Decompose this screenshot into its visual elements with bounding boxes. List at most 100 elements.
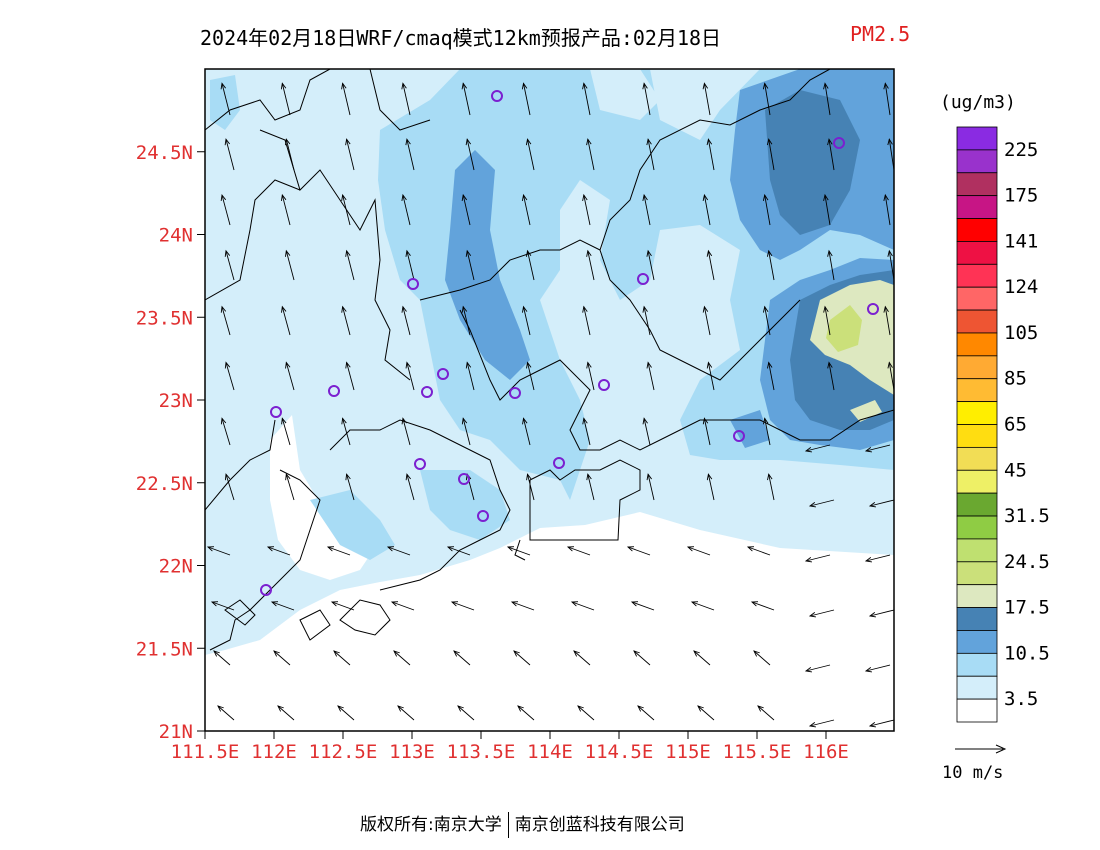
wind-arrow [762, 82, 771, 116]
footer-separator [507, 812, 509, 838]
wind-arrow [405, 138, 415, 171]
wind-arrow [887, 138, 894, 171]
legend-swatch [956, 469, 998, 494]
legend-label: 10.5 [1004, 642, 1050, 664]
wind-arrow [642, 417, 651, 446]
wind-arrow [864, 554, 891, 563]
wind-arrow [582, 193, 591, 226]
wind-arrow [633, 650, 651, 666]
station-marker [509, 387, 521, 399]
wind-arrow [220, 193, 231, 226]
wind-arrow [582, 82, 591, 116]
legend-swatch [956, 515, 998, 540]
wind-arrow [521, 193, 531, 226]
wind-arrow [582, 305, 591, 336]
wind-arrow [510, 601, 535, 611]
wind-arrow [330, 601, 355, 611]
footer-left: 版权所有:南京大学 [360, 815, 502, 835]
wind-arrow [525, 249, 535, 281]
wind-arrow [224, 473, 235, 501]
wind-arrow [401, 193, 411, 226]
wind-arrow [702, 82, 711, 116]
wind-arrow [646, 361, 655, 391]
station-marker [270, 406, 282, 418]
wind-arrow [642, 305, 651, 336]
wind-arrow [220, 82, 231, 116]
legend-swatch [956, 309, 998, 334]
wind-arrow [827, 361, 835, 391]
wind-arrow [345, 138, 355, 171]
pollutant-label: PM2.5 [850, 22, 911, 46]
legend-swatch [956, 172, 998, 197]
lon-label: 116E [803, 741, 849, 763]
wind-scale-label: 10 m/s [942, 763, 1003, 783]
wind-arrow [525, 138, 535, 171]
legend-swatch [956, 355, 998, 380]
wind-arrow [750, 601, 775, 611]
color-legend: 225 175 141 124 105 85 65 45 31.5 24.5 17.5 10.5 3.5 [956, 126, 1050, 723]
wind-arrow [766, 138, 775, 171]
wind-arrow [827, 138, 835, 171]
legend-swatch [956, 607, 998, 631]
lon-label: 112.5E [309, 741, 378, 763]
wind-arrow [270, 601, 295, 611]
wind-arrow [646, 249, 655, 281]
wind-arrow [273, 650, 291, 666]
wind-arrow [341, 82, 351, 116]
wind-arrow [284, 138, 295, 171]
station-marker [477, 510, 489, 522]
legend-swatch [956, 538, 998, 563]
legend-swatch [956, 584, 998, 608]
wind-arrow [522, 417, 531, 446]
wind-arrow [285, 249, 295, 281]
wind-arrow [513, 650, 531, 666]
wind-arrow [883, 305, 891, 336]
wind-arrow [405, 249, 415, 281]
wind-arrow [887, 249, 894, 281]
legend-label: 141 [1004, 230, 1038, 252]
wind-arrow [808, 609, 835, 618]
wind-arrow [217, 705, 235, 721]
station-marker [833, 137, 845, 149]
legend-swatch [956, 286, 998, 311]
lon-label: 112E [251, 741, 297, 763]
legend-label: 124 [1004, 276, 1038, 298]
wind-arrow [702, 193, 711, 226]
station-marker [867, 303, 879, 315]
wind-arrow [206, 546, 231, 556]
wind-arrow [526, 361, 535, 391]
wind-arrow [401, 305, 411, 336]
lon-label: 114.5E [585, 741, 654, 763]
wind-arrow [767, 473, 775, 501]
wind-arrow [341, 193, 351, 226]
wind-arrow [337, 705, 355, 721]
wind-arrow [767, 361, 775, 391]
wind-arrow [823, 82, 831, 116]
wind-arrow [345, 249, 355, 281]
station-marker [407, 278, 419, 290]
legend-swatch [956, 401, 998, 425]
station-marker [437, 368, 449, 380]
lat-label: 21.5N [136, 638, 193, 660]
wind-arrow [390, 601, 415, 611]
wind-arrow [461, 82, 471, 116]
wind-arrow [461, 417, 471, 446]
wind-arrow [465, 361, 475, 391]
wind-arrow [453, 650, 471, 666]
wind-arrow [864, 664, 891, 673]
wind-arrow [804, 664, 831, 673]
legend-label: 225 [1004, 139, 1038, 161]
concentration-field [205, 69, 894, 731]
legend-label: 24.5 [1004, 551, 1050, 573]
legend-label: 3.5 [1004, 688, 1038, 710]
latitude-axis: 24.5N 24N 23.5N 23N 22.5N 22N 21.5N 21N [136, 142, 205, 743]
wind-arrow [465, 249, 475, 281]
legend-swatch [956, 698, 998, 723]
legend-swatch [956, 149, 998, 174]
wind-arrow [397, 705, 415, 721]
lon-label: 115E [665, 741, 711, 763]
legend-swatch [956, 218, 998, 242]
wind-arrow [868, 719, 894, 728]
wind-arrow [280, 82, 291, 116]
